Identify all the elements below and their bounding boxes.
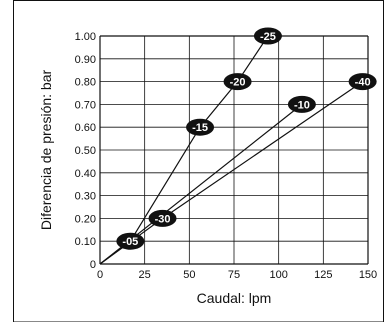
y-tick-label: 0.20 — [75, 213, 96, 225]
point-markers: -05 -15 -20 -25 -10 -30 -40 — [116, 27, 377, 250]
point-label: -30 — [155, 213, 171, 225]
y-tick-label: 0.70 — [75, 99, 96, 111]
x-axis-title: Caudal: lpm — [197, 290, 272, 306]
y-tick-label: 0.90 — [75, 54, 96, 66]
y-tick-label: 0 — [90, 259, 96, 271]
point-label: -15 — [192, 122, 208, 134]
point-marker — [116, 232, 145, 250]
x-tick-label: 100 — [269, 269, 287, 281]
y-tick-label: 0.60 — [75, 122, 96, 134]
point-marker — [186, 118, 215, 136]
y-axis-title: Diferencia de presión: bar — [38, 70, 54, 231]
y-tick-label: 0.30 — [75, 191, 96, 203]
point-marker — [287, 95, 316, 113]
point-label: -40 — [355, 77, 371, 89]
x-tick-label: 50 — [183, 269, 195, 281]
point-marker — [223, 73, 252, 91]
x-tick-label: 75 — [228, 269, 240, 281]
y-tick-label: 1.00 — [75, 31, 96, 43]
tick-labels: 0 25 50 75 100 125 150 0 0.10 0.20 0.30 0.40 0.50 0.6… — [75, 31, 378, 281]
point-label: -20 — [230, 77, 246, 89]
y-tick-label: 0.50 — [75, 145, 96, 157]
point-label: -25 — [260, 31, 276, 43]
y-tick-label: 0.10 — [75, 236, 96, 248]
point-label: -05 — [122, 236, 138, 248]
x-tick-label: 0 — [97, 269, 103, 281]
point-marker — [253, 27, 282, 45]
y-tick-label: 0.40 — [75, 168, 96, 180]
point-marker — [148, 209, 177, 227]
x-tick-label: 25 — [139, 269, 151, 281]
x-tick-label: 125 — [314, 269, 332, 281]
x-tick-label: 150 — [359, 269, 377, 281]
point-label: -10 — [294, 99, 310, 111]
y-tick-label: 0.80 — [75, 77, 96, 89]
point-marker — [348, 73, 377, 91]
